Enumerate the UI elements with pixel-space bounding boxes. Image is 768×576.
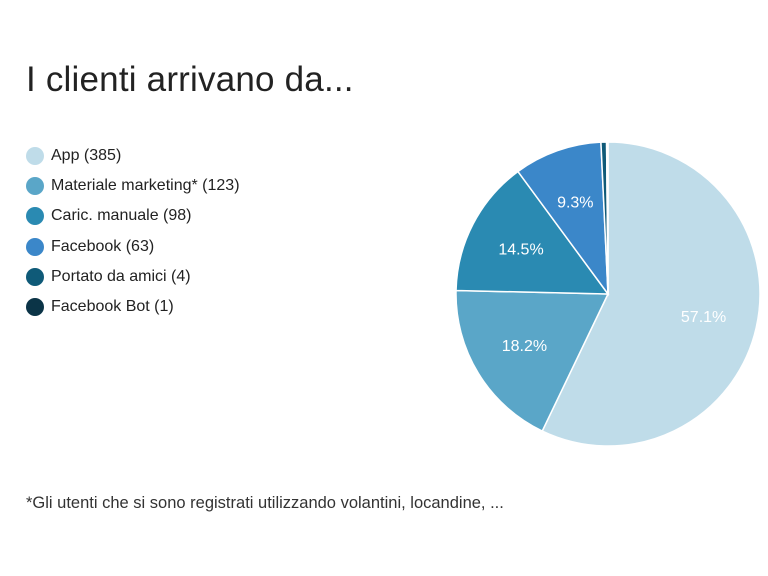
legend-swatch: [26, 237, 44, 256]
legend-label: Portato da amici (4): [51, 267, 191, 285]
legend-item: App (385): [26, 141, 240, 171]
legend-label: Caric. manuale (98): [51, 207, 192, 225]
pie-slice: [516, 141, 609, 297]
chart-legend: App (385) Materiale marketing* (123) Caric…: [26, 141, 240, 322]
slice-label: 18.2%: [502, 338, 547, 355]
legend-label: Materiale marketing* (123): [51, 177, 240, 195]
slice-label: 57.1%: [681, 309, 726, 326]
legend-swatch: [26, 207, 44, 226]
legend-item: Portato da amici (4): [26, 262, 240, 292]
legend-item: Facebook Bot (1): [26, 292, 240, 322]
legend-swatch: [26, 267, 44, 286]
footnote: *Gli utenti che si sono registrati utili…: [26, 494, 504, 512]
legend-item: Materiale marketing* (123): [26, 171, 240, 201]
slice-label: 14.5%: [498, 242, 543, 259]
chart-title: I clienti arrivano da...: [26, 60, 354, 99]
pie-slice: [605, 141, 609, 295]
legend-label: App (385): [51, 147, 122, 165]
pie-slice: [455, 170, 610, 295]
legend-item: Caric. manuale (98): [26, 201, 240, 231]
legend-swatch: [26, 147, 44, 166]
legend-swatch: [26, 177, 44, 196]
legend-label: Facebook Bot (1): [51, 298, 174, 316]
legend-label: Facebook (63): [51, 237, 155, 255]
legend-item: Facebook (63): [26, 232, 240, 262]
pie-chart: 57.1% 18.2% 14.5% 9.3%: [455, 141, 761, 447]
slice-label: 9.3%: [557, 195, 593, 212]
pie-slice: [541, 141, 761, 447]
pie-slice: [455, 289, 610, 433]
legend-swatch: [26, 298, 44, 317]
